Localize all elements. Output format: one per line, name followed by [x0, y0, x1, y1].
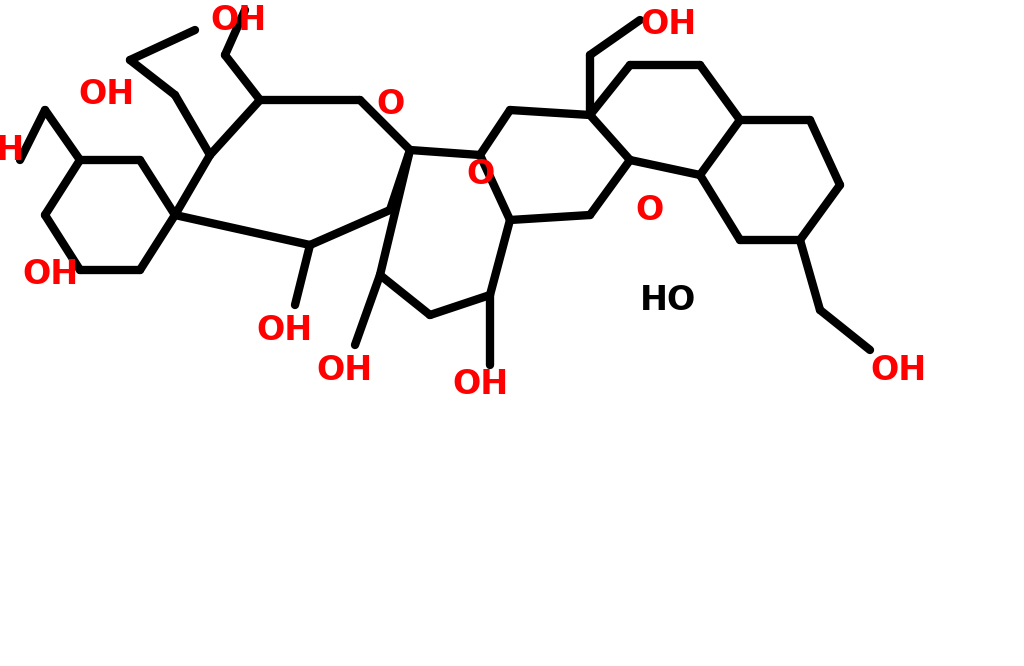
Text: OH: OH — [22, 258, 78, 292]
Text: O: O — [635, 194, 664, 226]
Text: OH: OH — [640, 9, 696, 41]
Text: OH: OH — [452, 368, 508, 402]
Text: O: O — [376, 89, 404, 121]
Text: OH: OH — [316, 354, 373, 386]
Text: HO: HO — [640, 284, 696, 316]
Text: OH: OH — [0, 133, 25, 166]
Text: OH: OH — [210, 3, 266, 37]
Text: OH: OH — [870, 354, 927, 386]
Text: OH: OH — [79, 79, 135, 111]
Text: O: O — [466, 159, 495, 192]
Text: OH: OH — [257, 314, 313, 346]
